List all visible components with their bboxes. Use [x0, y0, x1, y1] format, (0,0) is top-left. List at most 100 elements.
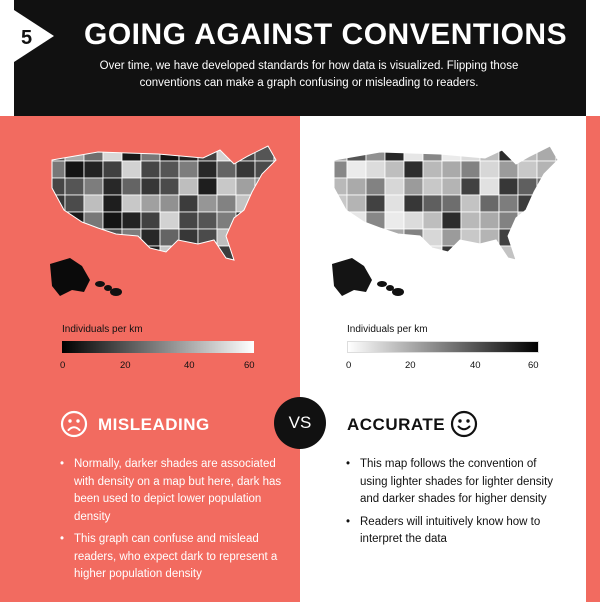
map-state-cell: [178, 146, 199, 162]
map-state-cell: [517, 160, 538, 179]
map-state-cell: [555, 194, 558, 213]
map-state-cell: [273, 160, 276, 179]
map-hawaii-island: [95, 281, 105, 287]
map-state-cell: [197, 245, 218, 260]
map-state-cell: [83, 228, 104, 247]
map-state-cell: [384, 228, 405, 247]
map-state-cell: [346, 211, 367, 230]
map-state-cell: [365, 177, 386, 196]
map-state-cell: [197, 211, 218, 230]
map-state-cell: [441, 146, 462, 162]
map-state-cell: [422, 194, 443, 213]
map-state-cell: [64, 228, 85, 247]
map-state-cell: [479, 194, 500, 213]
map-state-cell: [403, 177, 424, 196]
legend-gradient-right: [347, 341, 539, 353]
map-state-cell: [460, 160, 481, 179]
map-state-cell: [141, 263, 160, 280]
map-hawaii-island: [386, 285, 394, 291]
map-state-cell: [536, 160, 557, 179]
map-state-cell: [442, 263, 461, 280]
map-state-cell: [217, 263, 236, 280]
map-state-cell: [178, 160, 199, 179]
map-state-cell: [555, 228, 558, 247]
map-state-cell: [159, 146, 180, 162]
map-state-cell: [121, 228, 142, 247]
map-state-cell: [102, 228, 123, 247]
map-state-cell: [273, 177, 276, 196]
map-state-cell: [403, 211, 424, 230]
map-state-cell: [346, 228, 367, 247]
map-state-cell: [216, 194, 237, 213]
map-state-cell: [422, 177, 443, 196]
map-state-cell: [555, 177, 558, 196]
map-state-cell: [460, 146, 481, 162]
map-state-cell: [64, 160, 85, 179]
map-state-cell: [140, 160, 161, 179]
map-alaska: [50, 258, 90, 296]
map-state-cell: [498, 177, 519, 196]
map-state-cell: [83, 177, 104, 196]
map-state-cell: [179, 263, 198, 280]
map-state-cell: [178, 245, 199, 260]
misleading-bullets: Normally, darker shades are associated w…: [60, 456, 285, 589]
map-state-cell: [536, 194, 557, 213]
map-state-cell: [160, 263, 179, 280]
left-edge-strip: [0, 116, 14, 602]
map-state-cell: [479, 160, 500, 179]
map-state-cell: [121, 245, 142, 260]
map-state-cell: [346, 146, 367, 162]
us-map-accurate: [332, 145, 570, 296]
map-state-cell: [102, 194, 123, 213]
map-state-cell: [273, 194, 276, 213]
map-state-cell: [499, 263, 518, 280]
map-state-cell: [334, 160, 348, 179]
map-state-cell: [365, 228, 386, 247]
map-state-cell: [52, 160, 66, 179]
map-state-cell: [441, 228, 462, 247]
map-state-cell: [121, 194, 142, 213]
map-state-cell: [83, 194, 104, 213]
map-state-cell: [178, 177, 199, 196]
map-state-cell: [403, 194, 424, 213]
map-state-cell: [556, 263, 570, 280]
map-state-cell: [254, 194, 275, 213]
map-state-cell: [159, 177, 180, 196]
map-state-cell: [197, 160, 218, 179]
map-state-cell: [140, 228, 161, 247]
misleading-bullet-1: Normally, darker shades are associated w…: [60, 456, 285, 526]
map-state-cell: [273, 211, 276, 230]
map-state-cell: [365, 194, 386, 213]
map-state-cell: [159, 160, 180, 179]
map-state-cell: [384, 245, 405, 260]
accurate-heading: ACCURATE: [347, 415, 446, 434]
map-state-cell: [178, 211, 199, 230]
map-state-cell: [384, 211, 405, 230]
map-state-cell: [555, 146, 558, 162]
legend-title-right: Individuals per km: [347, 324, 428, 335]
map-state-cell: [498, 146, 519, 162]
map-state-cell: [403, 228, 424, 247]
map-state-cell: [64, 177, 85, 196]
map-state-cell: [536, 245, 557, 260]
map-outline: [51, 145, 277, 261]
accurate-bullet-1: This map follows the convention of using…: [346, 456, 556, 509]
map-state-cell: [384, 160, 405, 179]
map-state-cell: [178, 194, 199, 213]
legend-title-left: Individuals per km: [62, 324, 143, 335]
map-state-cell: [254, 228, 275, 247]
map-alaska: [332, 258, 372, 296]
map-state-cell: [235, 160, 256, 179]
map-state-cell: [236, 263, 255, 280]
map-state-cell: [64, 211, 85, 230]
map-state-cell: [365, 245, 386, 260]
legend-tick-left-2: 40: [184, 360, 195, 371]
map-states: [334, 146, 570, 280]
misleading-heading: MISLEADING: [98, 415, 210, 434]
map-state-cell: [235, 228, 256, 247]
map-state-cell: [334, 228, 348, 247]
map-state-cell: [460, 177, 481, 196]
map-state-cell: [422, 160, 443, 179]
legend-tick-left-1: 20: [120, 360, 131, 371]
map-state-cell: [254, 245, 275, 260]
